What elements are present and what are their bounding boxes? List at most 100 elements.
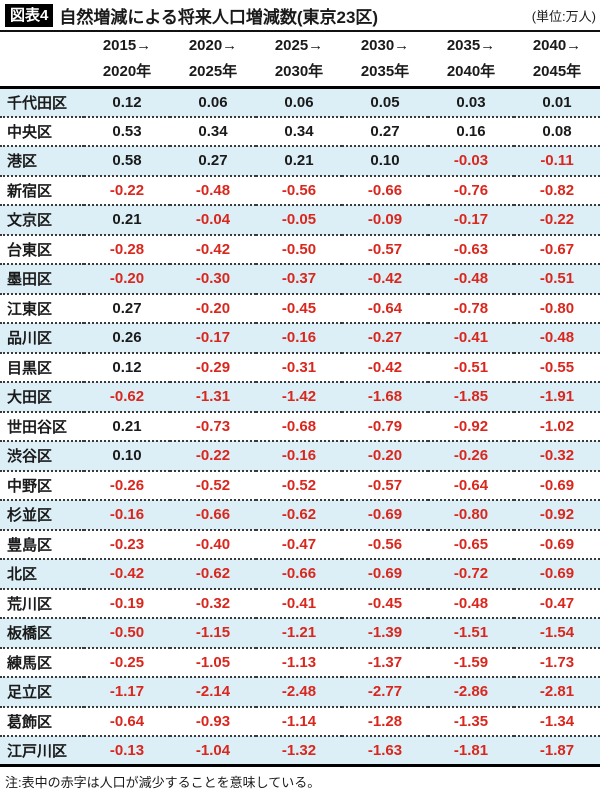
table-row: 港区 0.58 0.27 0.21 0.10 -0.03 -0.11 [0,145,600,176]
value-cell: -0.37 [256,263,342,294]
table-row: 品川区 0.26 -0.17 -0.16 -0.27 -0.41 -0.48 [0,322,600,353]
value-cell: 0.21 [256,145,342,176]
figure-number-badge: 図表4 [5,4,54,27]
value-cell: -1.73 [514,646,600,677]
figure-title: 自然増減による将来人口増減数(東京23区) [59,8,379,27]
value-cell: -0.62 [256,499,342,530]
value-cell: -0.22 [84,174,170,205]
value-cell: -0.50 [256,233,342,264]
value-cell: 0.34 [256,115,342,146]
period-column-header: 2040→ 2045年 [514,32,600,89]
table-row: 中央区 0.53 0.34 0.34 0.27 0.16 0.08 [0,115,600,146]
table-header-row: 2015→ 2020年 2020→ 2025年 2025→ 2030年 2030→ 2035年… [0,32,600,89]
value-cell: -0.52 [256,469,342,500]
table-row: 足立区 -1.17 -2.14 -2.48 -2.77 -2.86 -2.81 [0,676,600,707]
ward-name-cell: 江東区 [0,292,84,323]
value-cell: -1.51 [428,617,514,648]
value-cell: -0.55 [514,351,600,382]
value-cell: -0.69 [514,528,600,559]
table-row: 江東区 0.27 -0.20 -0.45 -0.64 -0.78 -0.80 [0,292,600,323]
value-cell: -0.73 [170,410,256,441]
ward-name-cell: 足立区 [0,676,84,707]
ward-name-cell: 墨田区 [0,263,84,294]
value-cell: -0.22 [514,204,600,235]
ward-name-cell: 豊島区 [0,528,84,559]
value-cell: -0.52 [170,469,256,500]
table-row: 葛飾区 -0.64 -0.93 -1.14 -1.28 -1.35 -1.34 [0,705,600,736]
value-cell: -0.48 [428,263,514,294]
value-cell: -0.57 [342,233,428,264]
table-body: 千代田区 0.12 0.06 0.06 0.05 0.03 0.01 中央区 0.53 0.34 0… [0,87,600,767]
value-cell: -1.17 [84,676,170,707]
ward-column-header [0,32,84,89]
value-cell: -0.42 [84,558,170,589]
value-cell: -0.42 [342,263,428,294]
value-cell: -0.56 [256,174,342,205]
table-row: 墨田区 -0.20 -0.30 -0.37 -0.42 -0.48 -0.51 [0,263,600,294]
ward-name-cell: 港区 [0,145,84,176]
value-cell: 0.01 [542,93,572,111]
ward-name-cell: 大田区 [0,381,84,412]
value-cell: -0.51 [514,263,600,294]
value-cell: -0.48 [170,174,256,205]
value-cell: -0.40 [170,528,256,559]
table-row: 杉並区 -0.16 -0.66 -0.62 -0.69 -0.80 -0.92 [0,499,600,530]
value-cell: -1.31 [170,381,256,412]
table-row: 中野区 -0.26 -0.52 -0.52 -0.57 -0.64 -0.69 [0,469,600,500]
value-cell: -0.25 [84,646,170,677]
ward-name-cell: 北区 [0,558,84,589]
table-row: 渋谷区 0.10 -0.22 -0.16 -0.20 -0.26 -0.32 [0,440,600,471]
value-cell: -1.59 [428,646,514,677]
value-cell: 0.08 [514,115,600,146]
value-cell: -0.26 [428,440,514,471]
value-cell: -2.86 [428,676,514,707]
ward-name-cell: 板橋区 [0,617,84,648]
value-cell: -0.20 [342,440,428,471]
value-cell: -0.66 [256,558,342,589]
value-cell: 0.26 [84,322,170,353]
table-row: 江戸川区 -0.13 -1.04 -1.32 -1.63 -1.81 -1.87 [0,735,600,767]
value-cell: -0.28 [84,233,170,264]
period-column-header: 2025→ 2030年 [256,32,342,89]
table-row: 千代田区 0.12 0.06 0.06 0.05 0.03 0.01 [0,87,600,117]
value-cell: -0.51 [428,351,514,382]
value-cell: 0.16 [428,115,514,146]
value-cell: -1.21 [256,617,342,648]
table-row: 世田谷区 0.21 -0.73 -0.68 -0.79 -0.92 -1.02 [0,410,600,441]
value-cell: -0.17 [428,204,514,235]
value-cell: -1.13 [256,646,342,677]
value-cell: -0.69 [342,558,428,589]
value-cell: -0.67 [514,233,600,264]
value-cell: 0.06 [284,93,314,111]
value-cell: 0.21 [84,410,170,441]
ward-name-cell: 中野区 [0,469,84,500]
value-cell: 0.53 [84,115,170,146]
table-row: 板橋区 -0.50 -1.15 -1.21 -1.39 -1.51 -1.54 [0,617,600,648]
ward-name-cell: 新宿区 [0,174,84,205]
value-cell: -1.35 [428,705,514,736]
ward-name-cell: 中央区 [0,115,84,146]
table-row: 豊島区 -0.23 -0.40 -0.47 -0.56 -0.65 -0.69 [0,528,600,559]
value-cell: -0.16 [256,322,342,353]
value-cell: -0.50 [84,617,170,648]
period-column-header: 2020→ 2025年 [170,32,256,89]
period-column-header: 2035→ 2040年 [428,32,514,89]
value-cell: -0.03 [428,145,514,176]
value-cell: -0.23 [84,528,170,559]
value-cell: -0.92 [428,410,514,441]
value-cell: 0.21 [84,204,170,235]
value-cell: -0.09 [342,204,428,235]
value-cell: -1.15 [170,617,256,648]
ward-name-cell: 目黒区 [0,351,84,382]
value-cell: -1.39 [342,617,428,648]
ward-name-cell: 江戸川区 [0,735,84,767]
value-cell: -0.64 [428,469,514,500]
value-cell: -0.05 [256,204,342,235]
value-cell: -0.82 [514,174,600,205]
value-cell: 0.05 [370,93,400,111]
value-cell: 0.06 [198,93,228,111]
value-cell: -0.19 [84,587,170,618]
value-cell: -0.57 [342,469,428,500]
value-cell: -1.34 [514,705,600,736]
value-cell: 0.27 [84,292,170,323]
